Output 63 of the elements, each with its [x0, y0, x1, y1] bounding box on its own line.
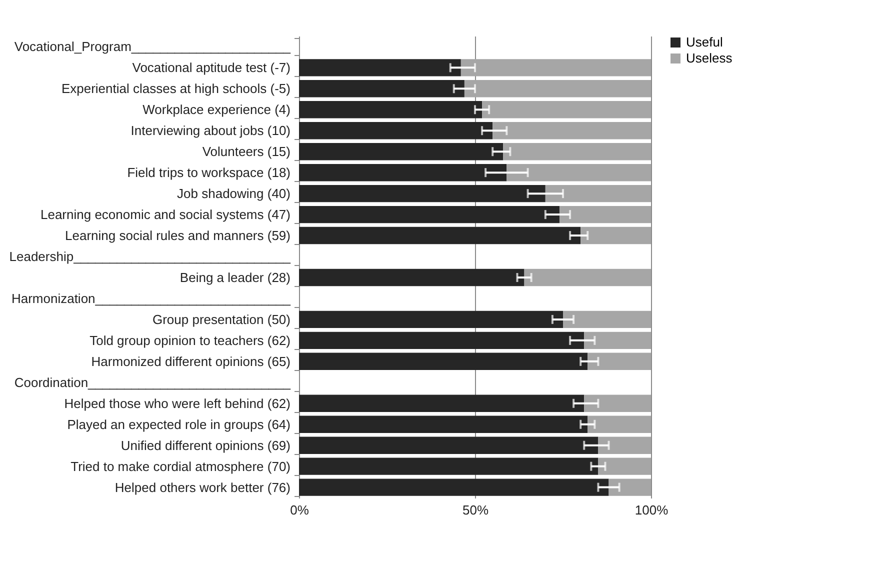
bar — [598, 436, 651, 454]
bar — [299, 352, 588, 370]
bar — [299, 164, 507, 182]
bar — [299, 394, 584, 412]
bar — [563, 310, 651, 328]
y-tick-label: Told group opinion to teachers (62) — [90, 332, 290, 348]
bar — [299, 416, 588, 433]
bar — [588, 352, 651, 370]
y-tick-label: Unified different opinions (69) — [120, 438, 290, 453]
bar — [299, 310, 563, 328]
legend-label: Useless — [686, 50, 733, 66]
bar — [299, 436, 598, 454]
y-tick-label: Coordination____________________________ — [14, 374, 292, 390]
y-tick-label: Volunteers (15) — [202, 144, 290, 160]
y-tick-label: Helped those who were left behind (62) — [64, 396, 290, 411]
bar — [545, 184, 651, 202]
bar — [584, 394, 651, 412]
bar — [580, 226, 651, 244]
y-tick-label: Leadership______________________________ — [9, 249, 292, 264]
y-tick-label: Played an expected role in groups (64) — [67, 416, 290, 432]
y-tick-label: Learning social rules and manners (59) — [65, 228, 290, 244]
bar — [299, 226, 581, 244]
y-tick-label: Harmonized different opinions (65) — [91, 354, 290, 369]
y-tick-label: Learning economic and social systems (47) — [40, 207, 290, 222]
bar — [492, 122, 651, 140]
bar — [299, 206, 560, 224]
bar — [524, 268, 651, 286]
bar — [460, 59, 651, 76]
x-tick-label: 100% — [634, 502, 669, 518]
bar — [588, 416, 651, 433]
bar — [584, 332, 651, 350]
bar — [299, 101, 482, 118]
bar — [503, 143, 651, 160]
bar — [299, 478, 609, 496]
y-tick-label: Experiential classes at high schools (-5) — [61, 81, 290, 96]
y-tick-label: Vocational_Program______________________ — [14, 39, 292, 54]
y-tick-label: Helped others work better (76) — [114, 480, 290, 495]
y-tick-label: Harmonization___________________________ — [11, 290, 292, 306]
bar — [482, 101, 651, 118]
bar — [608, 478, 651, 496]
bar — [299, 268, 524, 286]
y-tick-label: Interviewing about jobs (10) — [130, 123, 290, 138]
y-tick-label: Group presentation (50) — [152, 312, 290, 327]
bar — [464, 80, 651, 98]
y-tick-label: Vocational aptitude test (-7) — [132, 60, 290, 76]
x-tick-label: 50% — [462, 502, 489, 518]
y-tick-label: Job shadowing (40) — [177, 186, 290, 202]
bar — [559, 206, 651, 224]
x-tick-label: 0% — [290, 502, 310, 518]
y-tick-label: Field trips to workspace (18) — [127, 165, 290, 180]
y-tick-label: Being a leader (28) — [180, 270, 290, 285]
bar — [299, 332, 584, 350]
bar — [506, 164, 651, 182]
bar — [299, 59, 461, 76]
bar — [299, 143, 504, 160]
y-tick-label: Workplace experience (4) — [142, 102, 290, 118]
y-tick-label: Tried to make cordial atmosphere (70) — [70, 458, 290, 474]
bar — [299, 458, 598, 475]
legend-label: Useful — [686, 34, 723, 50]
bar — [598, 458, 651, 475]
bar — [299, 184, 546, 202]
bar — [299, 122, 493, 140]
bar — [299, 80, 464, 98]
